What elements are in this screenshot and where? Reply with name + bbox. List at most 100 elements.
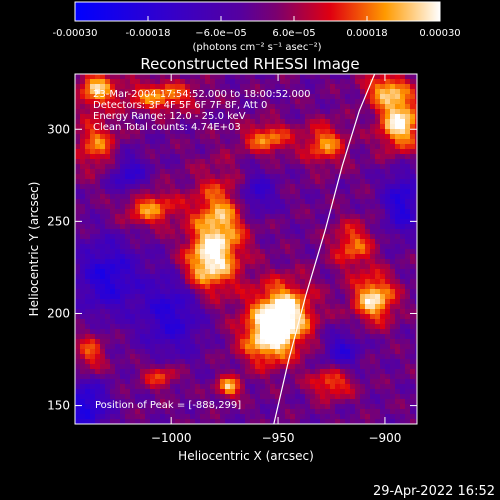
- heatmap-cell: [390, 229, 396, 235]
- heatmap-cell: [270, 134, 276, 140]
- heatmap-cell: [400, 249, 406, 255]
- heatmap-cell: [305, 304, 311, 310]
- heatmap-cell: [190, 209, 196, 215]
- heatmap-cell: [105, 339, 111, 345]
- heatmap-cell: [175, 194, 181, 200]
- heatmap-cell: [150, 324, 156, 330]
- heatmap-cell: [310, 404, 316, 410]
- heatmap-cell: [235, 379, 241, 385]
- heatmap-cell: [170, 394, 176, 400]
- heatmap-cell: [300, 394, 306, 400]
- heatmap-cell: [235, 74, 241, 80]
- heatmap-cell: [345, 394, 351, 400]
- heatmap-cell: [325, 74, 331, 80]
- heatmap-cell: [260, 384, 266, 390]
- heatmap-cell: [305, 154, 311, 160]
- heatmap-cell: [125, 339, 131, 345]
- heatmap-cell: [125, 169, 131, 175]
- heatmap-cell: [375, 379, 381, 385]
- heatmap-cell: [265, 364, 271, 370]
- heatmap-cell: [250, 179, 256, 185]
- heatmap-cell: [130, 209, 136, 215]
- heatmap-cell: [370, 194, 376, 200]
- heatmap-cell: [95, 319, 101, 325]
- heatmap-cell: [290, 214, 296, 220]
- heatmap-cell: [280, 249, 286, 255]
- heatmap-cell: [245, 214, 251, 220]
- heatmap-cell: [140, 329, 146, 335]
- heatmap-cell: [360, 144, 366, 150]
- heatmap-cell: [375, 209, 381, 215]
- heatmap-cell: [275, 274, 281, 280]
- heatmap-cell: [95, 354, 101, 360]
- heatmap-cell: [155, 364, 161, 370]
- heatmap-cell: [395, 159, 401, 165]
- heatmap-cell: [220, 334, 226, 340]
- heatmap-cell: [355, 309, 361, 315]
- heatmap-cell: [310, 219, 316, 225]
- heatmap-cell: [345, 379, 351, 385]
- heatmap-cell: [265, 299, 271, 305]
- heatmap-cell: [85, 299, 91, 305]
- heatmap-cell: [200, 189, 206, 195]
- heatmap-cell: [415, 164, 417, 170]
- heatmap-cell: [345, 199, 351, 205]
- heatmap-cell: [295, 334, 301, 340]
- heatmap-cell: [130, 99, 136, 105]
- heatmap-cell: [110, 74, 116, 80]
- heatmap-cell: [255, 359, 261, 365]
- heatmap-cell: [75, 274, 81, 280]
- heatmap-cell: [370, 239, 376, 245]
- heatmap-cell: [240, 194, 246, 200]
- heatmap-cell: [80, 169, 86, 175]
- heatmap-cell: [340, 124, 346, 130]
- heatmap-cell: [345, 389, 351, 395]
- heatmap-cell: [130, 154, 136, 160]
- heatmap-cell: [365, 354, 371, 360]
- heatmap-cell: [310, 409, 316, 415]
- heatmap-cell: [400, 304, 406, 310]
- heatmap-cell: [380, 184, 386, 190]
- heatmap-cell: [285, 339, 291, 345]
- heatmap-cell: [265, 414, 271, 420]
- heatmap-cell: [315, 304, 321, 310]
- heatmap-cell: [80, 389, 86, 395]
- heatmap-cell: [170, 144, 176, 150]
- heatmap-cell: [120, 354, 126, 360]
- heatmap-cell: [195, 419, 201, 424]
- heatmap-cell: [180, 154, 186, 160]
- heatmap-cell: [255, 179, 261, 185]
- heatmap-cell: [320, 334, 326, 340]
- heatmap-cell: [135, 159, 141, 165]
- heatmap-cell: [240, 109, 246, 115]
- heatmap-cell: [235, 244, 241, 250]
- heatmap-cell: [400, 124, 406, 130]
- heatmap-cell: [260, 329, 266, 335]
- heatmap-cell: [175, 304, 181, 310]
- heatmap-cell: [80, 154, 86, 160]
- heatmap-cell: [175, 229, 181, 235]
- heatmap-cell: [195, 274, 201, 280]
- heatmap-cell: [160, 219, 166, 225]
- heatmap-cell: [340, 109, 346, 115]
- heatmap-cell: [310, 359, 316, 365]
- heatmap-cell: [310, 369, 316, 375]
- heatmap-cell: [345, 84, 351, 90]
- heatmap-cell: [175, 374, 181, 380]
- heatmap-cell: [175, 289, 181, 295]
- heatmap-cell: [270, 109, 276, 115]
- heatmap-cell: [240, 319, 246, 325]
- heatmap-cell: [240, 374, 246, 380]
- heatmap-cell: [310, 399, 316, 405]
- heatmap-cell: [385, 284, 391, 290]
- heatmap-cell: [390, 74, 396, 80]
- heatmap-cell: [210, 214, 216, 220]
- heatmap-cell: [395, 239, 401, 245]
- heatmap-cell: [390, 84, 396, 90]
- heatmap-cell: [255, 174, 261, 180]
- heatmap-cell: [125, 74, 131, 80]
- heatmap-cell: [355, 324, 361, 330]
- heatmap-cell: [90, 364, 96, 370]
- heatmap-cell: [335, 149, 341, 155]
- heatmap-cell: [120, 234, 126, 240]
